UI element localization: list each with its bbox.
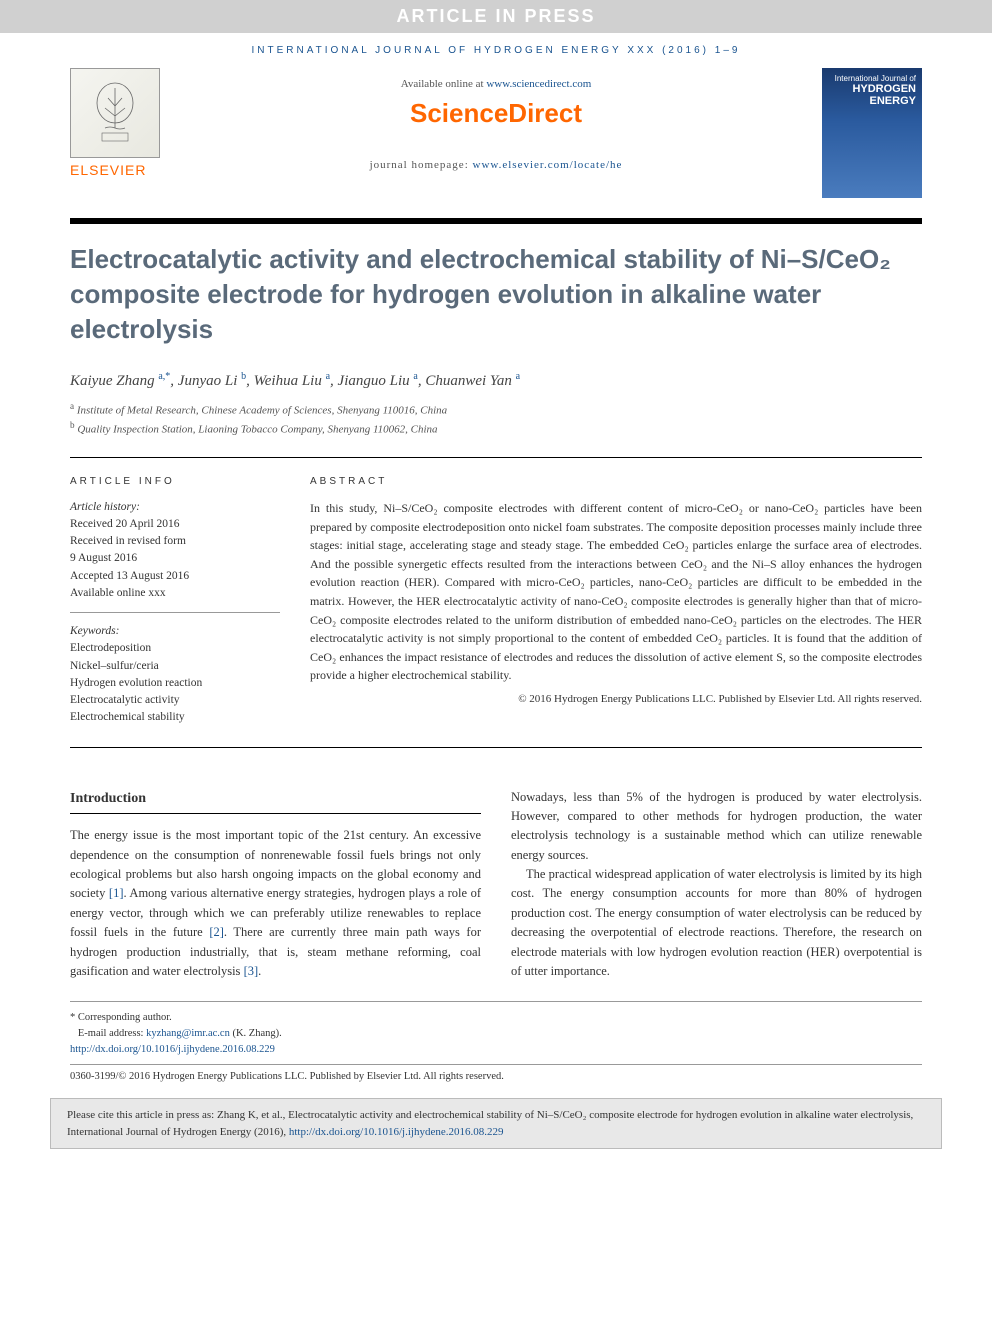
body-text: Introduction The energy issue is the mos… <box>70 788 922 982</box>
cover-main: HYDROGEN ENERGY <box>828 83 916 107</box>
article-title: Electrocatalytic activity and electroche… <box>70 242 922 347</box>
revised-line1: Received in revised form <box>70 533 280 550</box>
received-date: Received 20 April 2016 <box>70 516 280 533</box>
revised-line2: 9 August 2016 <box>70 550 280 567</box>
keyword: Hydrogen evolution reaction <box>70 675 280 692</box>
issn-copyright: 0360-3199/© 2016 Hydrogen Energy Publica… <box>70 1069 922 1085</box>
keywords-block: Keywords: Electrodeposition Nickel–sulfu… <box>70 623 280 727</box>
column-left: Introduction The energy issue is the mos… <box>70 788 481 982</box>
keyword: Nickel–sulfur/ceria <box>70 658 280 675</box>
abstract-heading: ABSTRACT <box>310 474 922 490</box>
email-name: (K. Zhang). <box>230 1028 282 1039</box>
center-info: Available online at www.sciencedirect.co… <box>190 68 802 171</box>
cover-top: International Journal of <box>828 74 916 83</box>
keywords-label: Keywords: <box>70 623 280 640</box>
article-in-press-banner: ARTICLE IN PRESS <box>0 0 992 33</box>
sciencedirect-logo: ScienceDirect <box>190 98 802 129</box>
homepage-link[interactable]: www.elsevier.com/locate/he <box>473 159 623 171</box>
doi-link[interactable]: http://dx.doi.org/10.1016/j.ijhydene.201… <box>70 1044 275 1055</box>
email-line: E-mail address: kyzhang@imr.ac.cn (K. Zh… <box>70 1026 922 1042</box>
affiliation-b: b Quality Inspection Station, Liaoning T… <box>70 419 922 438</box>
elsevier-tree-icon <box>70 68 160 158</box>
abstract-text: In this study, Ni–S/CeO₂ composite elect… <box>310 499 922 685</box>
top-section: ELSEVIER Available online at www.science… <box>0 68 992 198</box>
elsevier-logo: ELSEVIER <box>70 68 170 178</box>
email-label: E-mail address: <box>78 1028 146 1039</box>
keyword: Electrochemical stability <box>70 709 280 726</box>
intro-p3: The practical widespread application of … <box>511 865 922 981</box>
keyword: Electrocatalytic activity <box>70 692 280 709</box>
elsevier-text: ELSEVIER <box>70 162 170 178</box>
sciencedirect-link[interactable]: www.sciencedirect.com <box>486 78 591 90</box>
homepage-text: journal homepage: <box>370 159 473 171</box>
intro-p1: The energy issue is the most important t… <box>70 826 481 981</box>
keyword: Electrodeposition <box>70 640 280 657</box>
online-date: Available online xxx <box>70 585 280 602</box>
article-block: Electrocatalytic activity and electroche… <box>70 218 922 748</box>
email-link[interactable]: kyzhang@imr.ac.cn <box>146 1028 230 1039</box>
abstract: ABSTRACT In this study, Ni–S/CeO₂ compos… <box>310 474 922 727</box>
cite-doi-link[interactable]: http://dx.doi.org/10.1016/j.ijhydene.201… <box>289 1126 504 1138</box>
cite-box: Please cite this article in press as: Zh… <box>50 1098 942 1149</box>
journal-cover-thumb: International Journal of HYDROGEN ENERGY <box>822 68 922 198</box>
article-info-heading: ARTICLE INFO <box>70 474 280 489</box>
authors: Kaiyue Zhang a,*, Junyao Li b, Weihua Li… <box>70 371 922 390</box>
affiliations: a Institute of Metal Research, Chinese A… <box>70 400 922 438</box>
journal-homepage: journal homepage: www.elsevier.com/locat… <box>190 159 802 171</box>
intro-p2: Nowadays, less than 5% of the hydrogen i… <box>511 788 922 866</box>
doi-line: http://dx.doi.org/10.1016/j.ijhydene.201… <box>70 1042 922 1065</box>
info-abstract-row: ARTICLE INFO Article history: Received 2… <box>70 457 922 748</box>
abstract-copyright: © 2016 Hydrogen Energy Publications LLC.… <box>310 691 922 708</box>
history-label: Article history: <box>70 499 280 516</box>
journal-header: INTERNATIONAL JOURNAL OF HYDROGEN ENERGY… <box>0 33 992 68</box>
history-block: Article history: Received 20 April 2016 … <box>70 499 280 614</box>
corresponding-author: * Corresponding author. <box>70 1010 922 1026</box>
column-right: Nowadays, less than 5% of the hydrogen i… <box>511 788 922 982</box>
article-info: ARTICLE INFO Article history: Received 2… <box>70 474 280 727</box>
footer-block: * Corresponding author. E-mail address: … <box>70 1001 922 1084</box>
accepted-date: Accepted 13 August 2016 <box>70 568 280 585</box>
available-online: Available online at www.sciencedirect.co… <box>190 78 802 90</box>
available-text: Available online at <box>401 78 487 90</box>
affiliation-a: a Institute of Metal Research, Chinese A… <box>70 400 922 419</box>
intro-heading: Introduction <box>70 788 481 815</box>
